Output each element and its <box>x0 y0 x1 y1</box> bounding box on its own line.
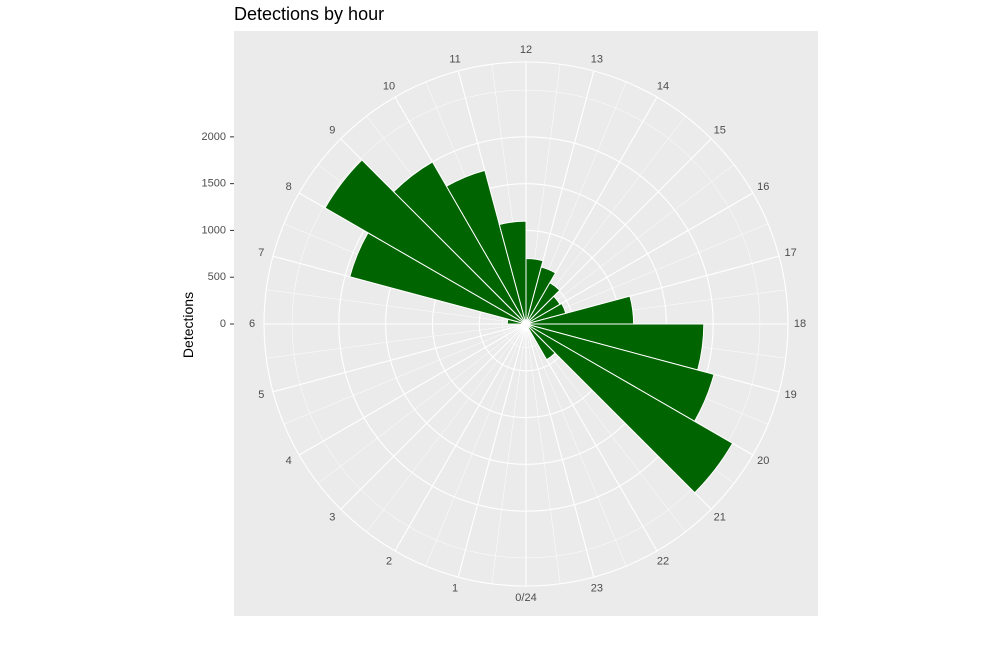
hour-label: 9 <box>329 124 335 136</box>
bar-hour-10 <box>445 169 527 325</box>
radial-gridline <box>394 323 527 552</box>
radial-gridline <box>283 323 527 425</box>
radial-gridline <box>425 323 527 567</box>
hour-label: 1 <box>452 583 458 595</box>
radial-gridline <box>366 323 527 533</box>
bar-hour-14 <box>525 281 561 325</box>
y-tick-label: 1500 <box>202 178 226 190</box>
hour-label: 13 <box>591 53 603 65</box>
hour-label: 4 <box>286 455 292 467</box>
chart-title: Detections by hour <box>234 4 385 24</box>
y-tick-label: 2000 <box>202 131 226 143</box>
radial-gridline <box>525 192 754 325</box>
radial-gridline <box>525 323 595 578</box>
radial-gridline <box>525 223 769 325</box>
hour-label: 21 <box>714 512 726 524</box>
y-axis: 0 500 1000 1500 2000 <box>202 131 234 330</box>
hour-label: 2 <box>386 555 392 567</box>
bar-hour-11 <box>498 220 527 325</box>
bars-layer <box>324 159 734 494</box>
hour-label: 10 <box>383 81 395 93</box>
radial-gridline <box>340 323 527 510</box>
hour-label: 20 <box>757 455 769 467</box>
radial-gridline <box>457 323 527 578</box>
hour-label: 19 <box>785 389 797 401</box>
bar-hour-8 <box>324 159 527 325</box>
hour-label: 17 <box>785 247 797 259</box>
radial-gridline <box>298 323 527 456</box>
hour-label: 22 <box>657 555 669 567</box>
radial-gridline <box>272 323 527 393</box>
hour-label: 8 <box>286 181 292 193</box>
radial-gridline <box>266 289 527 325</box>
y-tick-label: 0 <box>220 318 226 330</box>
hour-label: 16 <box>757 181 769 193</box>
hour-label: 3 <box>329 512 335 524</box>
radial-gridline <box>525 164 735 325</box>
hour-label: 18 <box>794 318 806 330</box>
hour-label-layer: 0/24123456789101112131415161718192021222… <box>249 44 806 604</box>
radial-gridline <box>525 323 686 533</box>
radial-gridline <box>266 323 527 359</box>
hour-label: 12 <box>520 44 532 56</box>
hour-label: 7 <box>258 247 264 259</box>
radial-gridline <box>491 323 527 584</box>
y-tick-label: 500 <box>208 271 226 283</box>
hour-label: 6 <box>249 318 255 330</box>
radial-gridline <box>525 323 561 584</box>
hour-label: 14 <box>657 81 669 93</box>
bar-hour-20 <box>525 323 734 494</box>
radial-gridline <box>317 323 527 484</box>
circular-gridline <box>263 61 789 587</box>
circular-gridline <box>338 136 714 512</box>
bar-hour-13 <box>525 266 557 325</box>
hour-label: 0/24 <box>515 592 536 604</box>
y-tick-label: 1000 <box>202 224 226 236</box>
circular-gridline <box>291 89 761 559</box>
hour-label: 23 <box>591 583 603 595</box>
radial-gridline <box>525 323 627 567</box>
bar-hour-21 <box>525 323 556 361</box>
hour-label: 5 <box>258 389 264 401</box>
hour-label: 11 <box>449 53 460 65</box>
bar-hour-9 <box>392 161 527 325</box>
hour-label: 15 <box>714 124 726 136</box>
radial-gridline <box>525 323 658 552</box>
